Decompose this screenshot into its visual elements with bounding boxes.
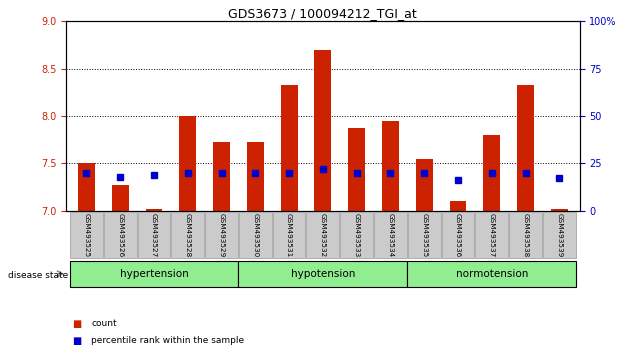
FancyBboxPatch shape bbox=[442, 212, 474, 258]
FancyBboxPatch shape bbox=[69, 261, 238, 287]
Text: GSM493530: GSM493530 bbox=[253, 213, 258, 257]
Text: GSM493534: GSM493534 bbox=[387, 213, 393, 257]
Bar bbox=[213, 142, 230, 211]
Bar bbox=[450, 201, 466, 211]
Bar bbox=[78, 163, 95, 211]
Bar bbox=[382, 121, 399, 211]
FancyBboxPatch shape bbox=[104, 212, 137, 258]
FancyBboxPatch shape bbox=[137, 212, 170, 258]
Text: GSM493525: GSM493525 bbox=[83, 213, 89, 257]
Bar bbox=[180, 116, 196, 211]
FancyBboxPatch shape bbox=[238, 261, 408, 287]
Text: GSM493537: GSM493537 bbox=[489, 213, 495, 257]
Text: disease state: disease state bbox=[8, 271, 69, 280]
Text: GSM493535: GSM493535 bbox=[421, 213, 427, 257]
Text: GSM493539: GSM493539 bbox=[556, 213, 563, 257]
FancyBboxPatch shape bbox=[239, 212, 272, 258]
Bar bbox=[146, 209, 163, 211]
Bar bbox=[112, 185, 129, 211]
FancyBboxPatch shape bbox=[509, 212, 542, 258]
FancyBboxPatch shape bbox=[408, 212, 440, 258]
Text: ■: ■ bbox=[72, 336, 82, 346]
Bar bbox=[314, 50, 331, 211]
Bar bbox=[247, 142, 264, 211]
Bar bbox=[416, 159, 433, 211]
FancyBboxPatch shape bbox=[476, 212, 508, 258]
FancyBboxPatch shape bbox=[340, 212, 373, 258]
Text: count: count bbox=[91, 319, 117, 329]
Bar bbox=[517, 85, 534, 211]
FancyBboxPatch shape bbox=[171, 212, 204, 258]
Text: ■: ■ bbox=[72, 319, 82, 329]
Text: GSM493529: GSM493529 bbox=[219, 213, 224, 257]
FancyBboxPatch shape bbox=[543, 212, 576, 258]
Text: GSM493536: GSM493536 bbox=[455, 213, 461, 257]
Title: GDS3673 / 100094212_TGI_at: GDS3673 / 100094212_TGI_at bbox=[229, 7, 417, 20]
Text: GSM493538: GSM493538 bbox=[522, 213, 529, 257]
Text: GSM493527: GSM493527 bbox=[151, 213, 157, 257]
FancyBboxPatch shape bbox=[408, 261, 576, 287]
Bar bbox=[348, 128, 365, 211]
Text: percentile rank within the sample: percentile rank within the sample bbox=[91, 336, 244, 345]
FancyBboxPatch shape bbox=[306, 212, 340, 258]
Text: hypertension: hypertension bbox=[120, 269, 188, 279]
Text: GSM493531: GSM493531 bbox=[286, 213, 292, 257]
Bar bbox=[280, 85, 297, 211]
Text: GSM493532: GSM493532 bbox=[320, 213, 326, 257]
Text: GSM493526: GSM493526 bbox=[117, 213, 123, 257]
FancyBboxPatch shape bbox=[205, 212, 238, 258]
Text: GSM493528: GSM493528 bbox=[185, 213, 191, 257]
Text: hypotension: hypotension bbox=[290, 269, 355, 279]
Bar bbox=[551, 209, 568, 211]
Text: GSM493533: GSM493533 bbox=[353, 213, 360, 257]
FancyBboxPatch shape bbox=[374, 212, 407, 258]
Bar bbox=[483, 135, 500, 211]
FancyBboxPatch shape bbox=[273, 212, 306, 258]
Text: normotension: normotension bbox=[455, 269, 528, 279]
FancyBboxPatch shape bbox=[70, 212, 103, 258]
